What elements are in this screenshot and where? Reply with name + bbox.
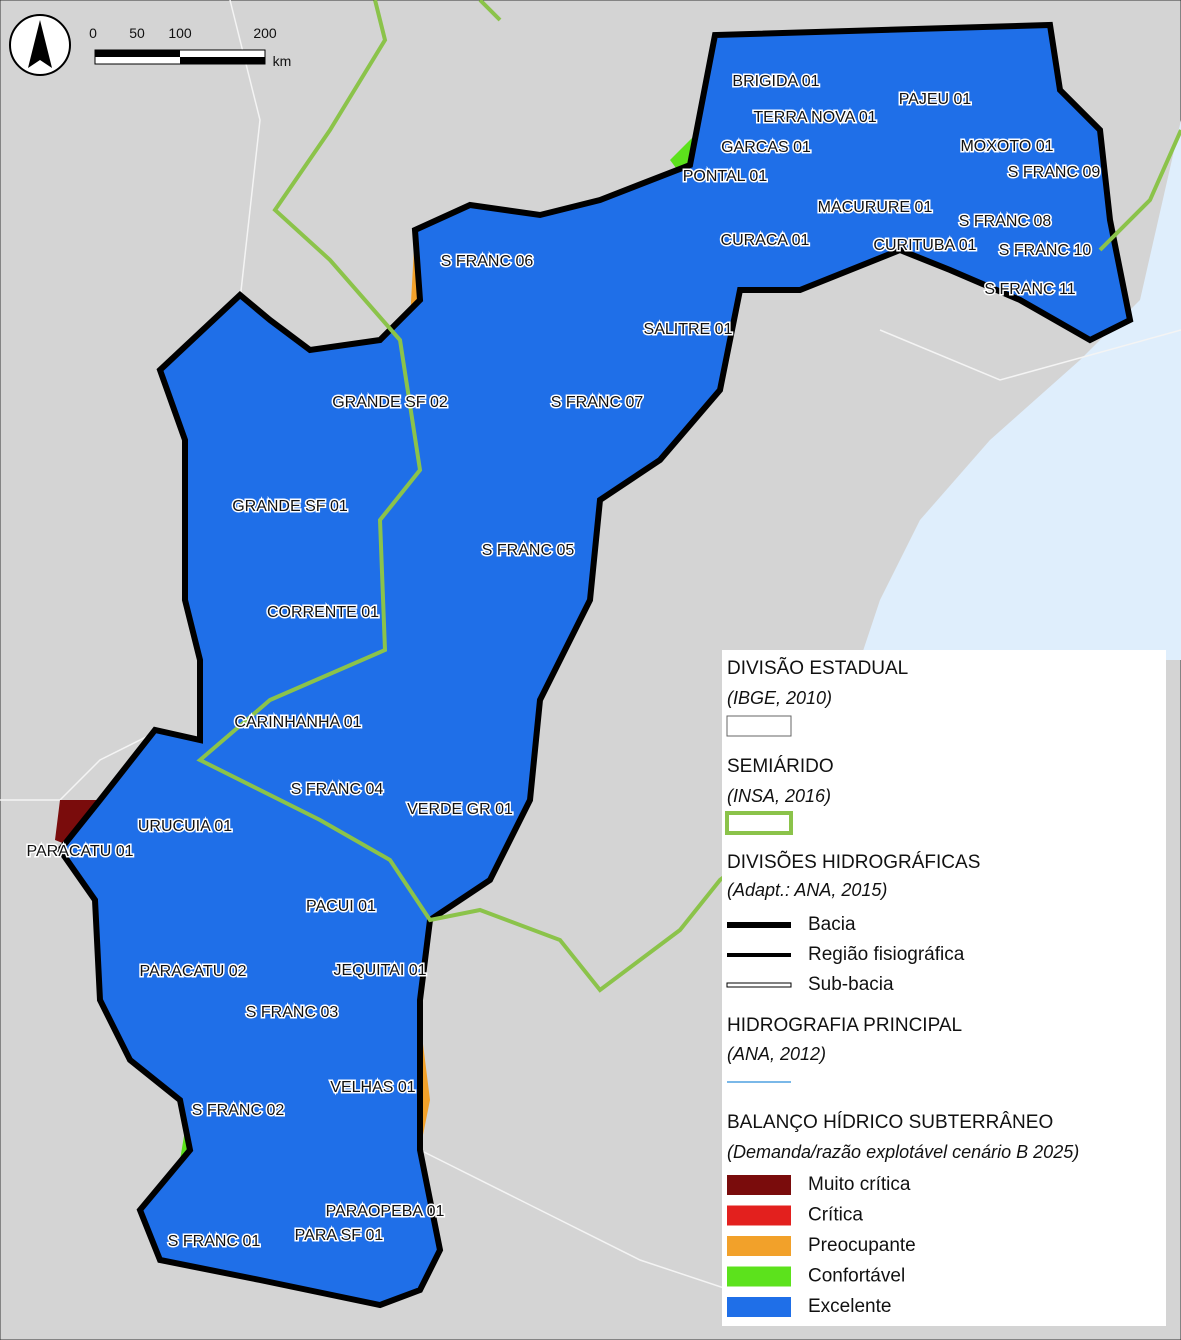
region-label: PACUI 01 (306, 898, 376, 915)
region-label: S FRANC 09 (1008, 164, 1101, 181)
scale-label: 0 (89, 25, 97, 41)
region-label: S FRANC 02 (192, 1102, 285, 1119)
region-label: PARA SF 01 (295, 1227, 384, 1244)
scale-bar (180, 57, 265, 64)
scale-label: 50 (129, 25, 145, 41)
region-label: VELHAS 01 (330, 1079, 415, 1096)
region-label: BRIGIDA 01 (732, 73, 819, 90)
region-label: MOXOTO 01 (960, 138, 1053, 155)
region-label: S FRANC 06 (441, 253, 534, 270)
legend-source: (IBGE, 2010) (727, 688, 832, 708)
legend-item: Sub-bacia (808, 974, 894, 995)
legend-item: Confortável (808, 1266, 905, 1287)
region-label: S FRANC 03 (246, 1004, 339, 1021)
legend-items: Muito crítica Crítica Preocupante Confortáv… (727, 1174, 916, 1317)
region-label: CURACA 01 (721, 232, 810, 249)
legend-item: Região fisiográfica (808, 944, 965, 965)
region-label: PAJEU 01 (899, 91, 972, 108)
region-label: S FRANC 04 (291, 781, 384, 798)
region-label: PONTAL 01 (683, 168, 768, 185)
region-label: SALITRE 01 (644, 321, 733, 338)
legend-item: Bacia (808, 914, 856, 935)
region-label: S FRANC 11 (984, 281, 1075, 298)
legend-item: Excelente (808, 1296, 891, 1317)
legend-swatch (726, 715, 792, 737)
region-label: VERDE GR 01 (407, 801, 513, 818)
region-label: GRANDE SF 02 (332, 394, 448, 411)
legend-swatch (727, 1205, 791, 1226)
legend-source: (INSA, 2016) (727, 786, 831, 806)
legend-title: DIVISÃO ESTADUAL (727, 657, 908, 679)
region-label: S FRANC 07 (551, 394, 644, 411)
legend-box (722, 650, 1166, 1326)
legend-title: DIVISÕES HIDROGRÁFICAS (727, 851, 980, 873)
legend-title: BALANÇO HÍDRICO SUBTERRÂNEO (727, 1111, 1053, 1133)
legend-source: (ANA, 2012) (727, 1044, 826, 1064)
region-label: TERRA NOVA 01 (753, 109, 876, 126)
region-label: JEQUITAI 01 (333, 962, 426, 979)
legend-item: Preocupante (808, 1235, 916, 1256)
legend-swatch (727, 1266, 791, 1287)
legend-title: SEMIÁRIDO (727, 756, 834, 777)
region-label: CURITUBA 01 (873, 237, 976, 254)
legend-swatch (727, 1175, 791, 1195)
region-label: PARACATU 01 (27, 843, 134, 860)
region-label: MACURURE 01 (818, 199, 933, 216)
region-label: S FRANC 05 (482, 542, 575, 559)
legend: DIVISÃO ESTADUAL (IBGE, 2010) SEMIÁRIDO … (722, 650, 1166, 1326)
legend-swatch (727, 1236, 791, 1256)
region-label: CARINHANHA 01 (234, 714, 361, 731)
region-label: GARCAS 01 (721, 139, 811, 156)
semiarid-line (1098, 129, 1181, 252)
region-label: CORRENTE 01 (267, 604, 379, 621)
region-label: PARAOPEBA 01 (326, 1203, 445, 1220)
legend-item: Crítica (808, 1205, 863, 1226)
scale-unit: km (273, 53, 292, 69)
sea (860, 120, 1181, 660)
region-label: GRANDE SF 01 (232, 498, 348, 515)
region-labels: BRIGIDA 01 TERRA NOVA 01 PAJEU 01 GARCAS 01… (25, 72, 1102, 1252)
state-borders (0, 0, 1181, 1301)
region-label: S FRANC 01 (168, 1233, 261, 1250)
region-label: S FRANC 08 (959, 213, 1052, 230)
legend-item: Muito crítica (808, 1174, 911, 1195)
scale-label: 100 (168, 25, 192, 41)
legend-swatch (726, 982, 792, 988)
scale-bar (95, 50, 180, 57)
legend-title: HIDROGRAFIA PRINCIPAL (727, 1015, 962, 1036)
region-label: S FRANC 10 (999, 242, 1092, 259)
legend-source: (Adapt.: ANA, 2015) (727, 880, 887, 900)
scale-label: 200 (253, 25, 277, 41)
legend-swatch (725, 811, 793, 835)
semiarid-line (478, 0, 502, 22)
region-label: PARACATU 02 (140, 963, 247, 980)
legend-swatch (727, 1297, 791, 1317)
semiarid-line (196, 0, 882, 993)
region-label: URUCUIA 01 (138, 818, 232, 835)
north-arrow (28, 20, 52, 68)
legend-source: (Demanda/razão explotável cenário B 2025… (727, 1142, 1079, 1162)
